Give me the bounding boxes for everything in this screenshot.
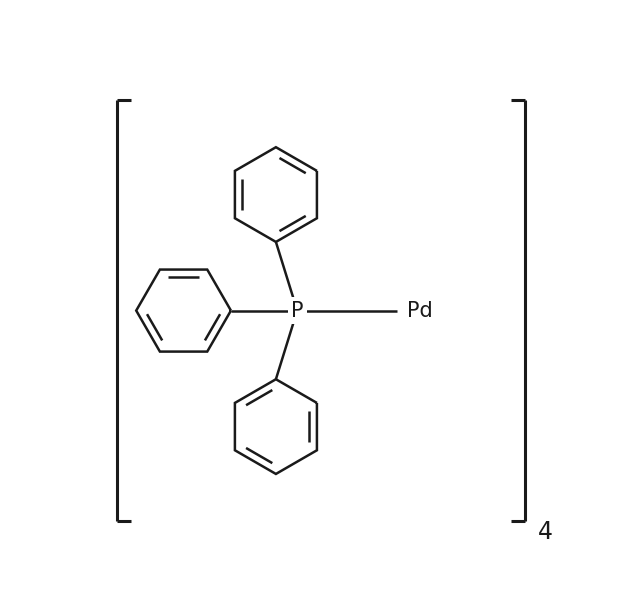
Text: P: P bbox=[291, 301, 303, 320]
Text: 4: 4 bbox=[538, 520, 553, 544]
Text: Pd: Pd bbox=[408, 301, 433, 320]
